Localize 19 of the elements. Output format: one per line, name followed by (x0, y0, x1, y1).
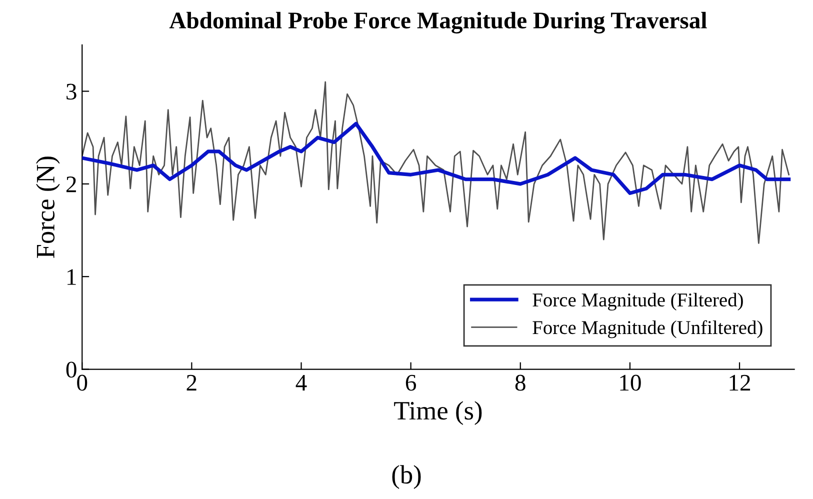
chart-title: Abdominal Probe Force Magnitude During Traversal (169, 12, 707, 34)
x-tick-label: 2 (186, 374, 196, 391)
legend-label: Force Magnitude (Unfiltered) (532, 320, 762, 338)
x-tick-label: 12 (730, 374, 750, 391)
line-series (82, 81, 790, 244)
text: (b) (392, 465, 421, 490)
line-series (82, 122, 791, 195)
y-tick-label: 2 (66, 176, 76, 192)
x-tick-label: 10 (620, 374, 641, 391)
x-tick-label: 4 (296, 374, 307, 391)
x-tick-label: 6 (406, 374, 416, 391)
y-tick-label: 0 (66, 362, 76, 378)
x-axis-title: Time (s) (394, 401, 482, 426)
y-tick-label: 3 (66, 84, 76, 100)
legend-label: Force Magnitude (Filtered) (532, 292, 743, 311)
y-axis-title: Force (N) (36, 156, 60, 258)
x-tick-label: 0 (77, 374, 88, 391)
y-tick-label: 1 (68, 269, 76, 285)
x-tick-label: 8 (515, 374, 526, 391)
